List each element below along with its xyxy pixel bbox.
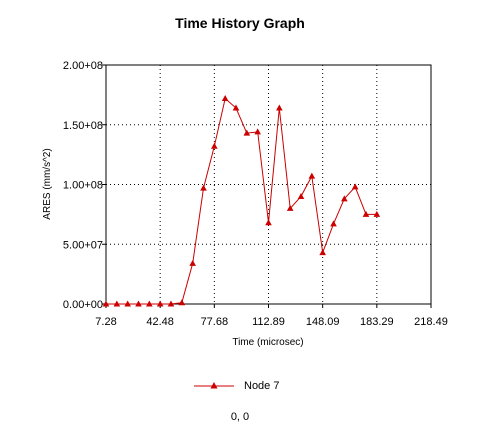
data-point-marker [135, 300, 142, 307]
data-point-marker [146, 300, 153, 307]
legend-swatch-node-7 [194, 382, 234, 389]
data-point-marker [297, 192, 305, 199]
y-axis-label: ARES (mm/s^2) [42, 148, 53, 219]
data-point-marker [308, 172, 316, 179]
y-tick-label: 5.00+07 [63, 239, 103, 251]
series-node-7 [102, 94, 381, 307]
data-point-marker [232, 104, 240, 111]
x-tick-label: 77.68 [201, 316, 229, 328]
x-axis-label: Time (microsec) [232, 337, 303, 348]
data-point-marker [124, 300, 131, 307]
data-point-marker [351, 183, 359, 190]
data-point-marker [373, 210, 381, 217]
data-point-marker [113, 300, 121, 307]
tick-labels: 7.28 42.48 77.68 112.89 148.09 183.29 218.49 0.… [63, 60, 448, 328]
legend: Node 7 [194, 378, 279, 394]
x-tick-label: 148.09 [306, 316, 340, 328]
data-point-marker [254, 128, 261, 135]
legend-label-node-7: Node 7 [244, 380, 280, 392]
data-point-marker [341, 195, 348, 202]
y-tick-label: 1.00+08 [63, 180, 103, 192]
data-point-marker [178, 299, 186, 306]
data-point-marker [221, 94, 229, 101]
data-point-marker [243, 129, 251, 136]
x-tick-label: 7.28 [95, 316, 116, 328]
data-point-marker [362, 210, 370, 217]
data-point-marker [156, 300, 164, 307]
data-point-marker [330, 220, 337, 227]
y-tick-label: 0.00+00 [63, 299, 103, 311]
data-point-marker [167, 300, 175, 307]
tick-marks [102, 64, 432, 308]
x-tick-label: 112.89 [252, 316, 285, 328]
data-point-marker [189, 259, 196, 266]
data-point-marker [211, 142, 218, 149]
x-tick-label: 218.49 [414, 316, 448, 328]
data-point-marker [319, 249, 326, 256]
data-point-marker [102, 300, 110, 307]
data-point-marker [276, 104, 283, 111]
x-tick-label: 42.48 [146, 316, 174, 328]
x-tick-label: 183.29 [360, 316, 394, 328]
data-point-marker [265, 219, 272, 226]
data-point-marker [286, 204, 294, 211]
data-point-marker [200, 184, 207, 191]
y-tick-label: 1.50+08 [63, 120, 103, 132]
gridlines [106, 65, 431, 304]
y-tick-label: 2.00+08 [63, 60, 103, 72]
chart-title: Time History Graph [175, 15, 305, 31]
coordinate-readout: 0, 0 [230, 411, 250, 423]
series-line [106, 97, 377, 305]
